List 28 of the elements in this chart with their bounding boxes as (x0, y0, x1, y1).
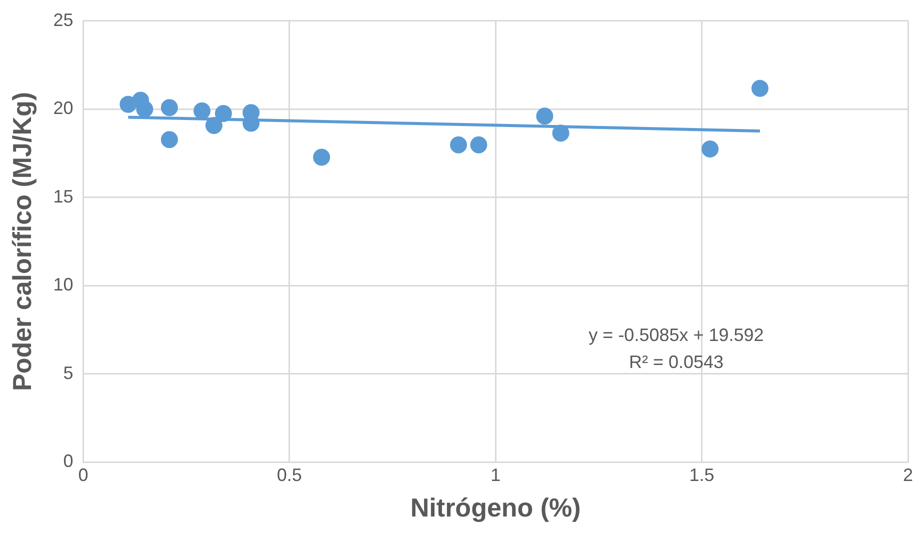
x-tick-label: 1 (490, 464, 501, 485)
point (702, 140, 719, 158)
point (313, 148, 330, 166)
point (193, 102, 210, 120)
point (751, 80, 768, 97)
point (160, 99, 178, 116)
x-tick-label: 0 (78, 464, 88, 485)
x-axis-title: Nitrógeno (%) (410, 492, 581, 523)
annotation: y = -0.5085x + 19.592 (588, 324, 764, 345)
x-tick-label: 2 (902, 464, 914, 485)
annotation: R² = 0.0543 (628, 352, 724, 372)
y-tick-label: 5 (63, 362, 74, 383)
point (450, 136, 467, 154)
point (214, 104, 232, 122)
y-tick-label: 25 (53, 10, 74, 30)
y-tick-label: 15 (53, 186, 74, 206)
point (552, 124, 570, 142)
y-tick-label: 10 (53, 274, 74, 295)
y-axis-title: Poder calorífico (MJ/Kg) (6, 92, 37, 392)
x-tick-label: 0.5 (276, 464, 302, 485)
point (536, 108, 554, 125)
x-tick-label: 1.5 (689, 464, 714, 485)
point (205, 117, 222, 134)
point (470, 136, 488, 154)
y-tick-label: 0 (63, 451, 74, 472)
point (136, 100, 154, 118)
y-tick-label: 20 (53, 98, 74, 118)
point (160, 131, 178, 148)
